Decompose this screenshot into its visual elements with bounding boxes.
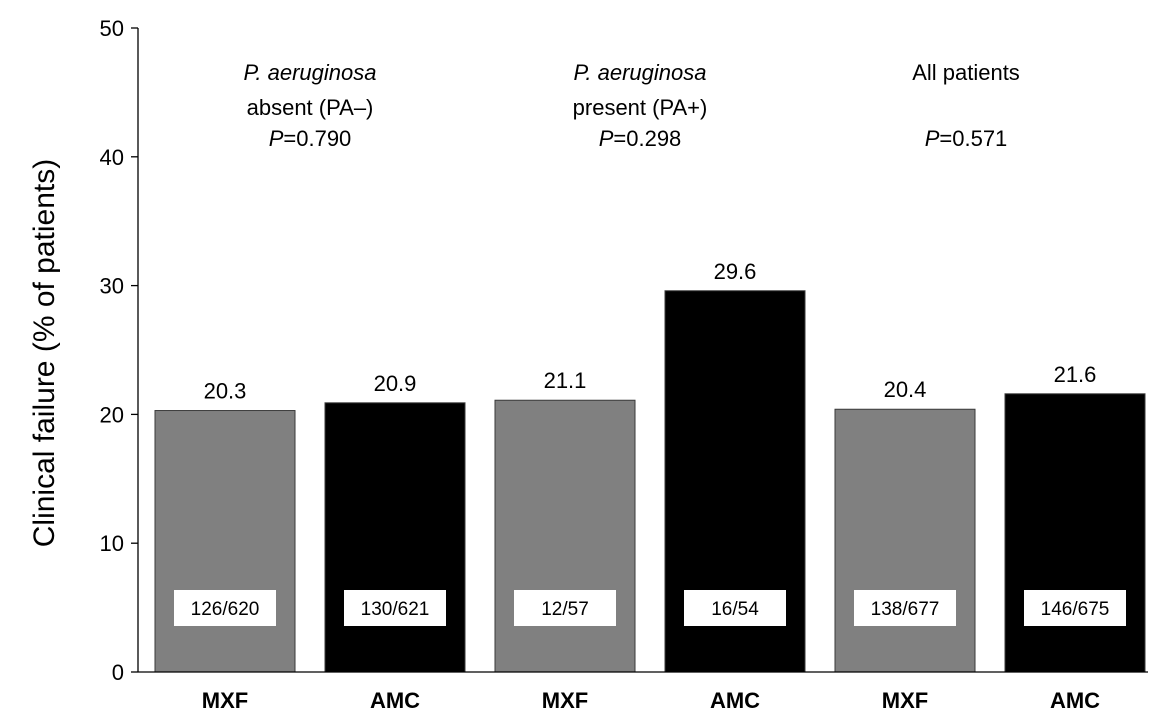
annotation-text: P. aeruginosa (244, 60, 377, 85)
group-annotation-line: P. aeruginosa (574, 60, 707, 85)
x-tick-label: MXF (202, 688, 248, 713)
y-tick-label: 0 (112, 660, 124, 685)
x-tick-label: AMC (1050, 688, 1100, 713)
group-annotation-line: P=0.571 (925, 126, 1008, 151)
bar-amc (1004, 393, 1146, 673)
annotation-text: P (599, 126, 614, 151)
annotation-text: P (269, 126, 284, 151)
count-label: 12/57 (541, 599, 589, 620)
annotation-text: =0.790 (283, 126, 351, 151)
count-label: 146/675 (1041, 599, 1110, 620)
annotation-text: P. aeruginosa (574, 60, 707, 85)
count-box (174, 590, 276, 626)
annotation-text: P (925, 126, 940, 151)
count-box (854, 590, 956, 626)
y-axis-label: Clinical failure (% of patients) (28, 159, 61, 548)
group-annotation-line: P. aeruginosa (244, 60, 377, 85)
y-tick-label: 20 (100, 402, 124, 427)
y-axis: 0 10 20 30 40 50 (100, 16, 139, 685)
group-annotation-line: P=0.298 (599, 126, 682, 151)
bar-amc (324, 402, 466, 673)
group-annotation-line: present (PA+) (573, 95, 708, 120)
y-tick-label: 10 (100, 531, 124, 556)
value-label: 21.6 (1054, 362, 1097, 387)
count-label: 126/620 (191, 599, 260, 620)
group-annotation-line: absent (PA–) (247, 95, 374, 120)
annotation-text: =0.298 (613, 126, 681, 151)
bar-mxf (494, 399, 636, 673)
count-box (344, 590, 446, 626)
x-axis: MXF AMC MXF AMC MXF AMC (138, 671, 1148, 713)
y-tick-label: 40 (100, 145, 124, 170)
x-tick-label: MXF (542, 688, 588, 713)
bar-mxf (834, 408, 976, 673)
value-label: 29.6 (714, 259, 757, 284)
annotation-text: All patients (912, 60, 1020, 85)
value-label: 20.3 (204, 379, 247, 404)
x-tick-label: MXF (882, 688, 928, 713)
y-tick-label: 50 (100, 16, 124, 41)
group-annotation-line: All patients (912, 60, 1020, 85)
annotation-text: absent (PA–) (247, 95, 374, 120)
group-annotation-line: P=0.790 (269, 126, 352, 151)
x-tick-label: AMC (710, 688, 760, 713)
annotation-text: present (PA+) (573, 95, 708, 120)
count-label: 130/621 (361, 599, 430, 620)
x-tick-label: AMC (370, 688, 420, 713)
count-label: 138/677 (871, 599, 940, 620)
bars: 20.3 126/620 20.9 130/621 21.1 12/57 29.6 16/54… (154, 259, 1146, 673)
count-box (684, 590, 786, 626)
value-label: 21.1 (544, 368, 587, 393)
annotation-text: =0.571 (939, 126, 1007, 151)
y-tick-label: 30 (100, 274, 124, 299)
bar-mxf (154, 410, 296, 673)
count-label: 16/54 (711, 599, 759, 620)
count-box (1024, 590, 1126, 626)
value-label: 20.9 (374, 371, 417, 396)
count-box (514, 590, 616, 626)
value-label: 20.4 (884, 377, 927, 402)
